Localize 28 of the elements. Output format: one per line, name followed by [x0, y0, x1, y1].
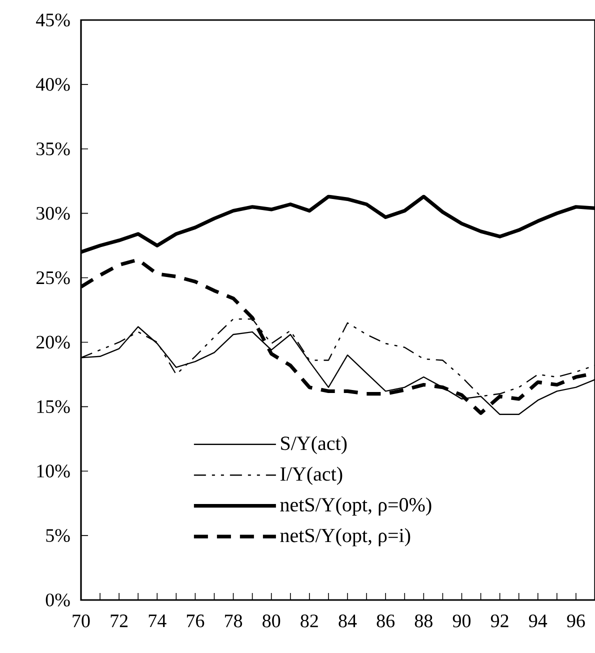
legend-label: netS/Y(opt, ρ=i) [280, 528, 410, 546]
y-tick-label: 15% [37, 400, 70, 414]
x-tick-label: 80 [262, 614, 280, 628]
x-tick-label: 74 [148, 614, 166, 628]
y-tick-label: 25% [36, 271, 70, 284]
x-tick-label: 96 [567, 614, 585, 628]
x-tick-label: 86 [376, 614, 395, 628]
x-tick-label: 78 [225, 614, 242, 628]
y-tick-label: 20% [36, 336, 70, 349]
x-tick-label: 70 [72, 614, 90, 628]
x-tick-label: 88 [414, 614, 432, 628]
y-tick-label: 10% [37, 464, 70, 478]
x-tick-label: 92 [490, 614, 508, 628]
legend-label: S/Y(act) [281, 436, 347, 454]
x-tick-label: 72 [110, 614, 128, 628]
x-tick-label: 84 [338, 614, 357, 628]
y-tick-label: 40% [36, 78, 70, 91]
y-tick-label: 5% [46, 529, 70, 542]
x-tick-label: 82 [300, 614, 318, 628]
x-tick-label: 94 [529, 614, 548, 628]
y-tick-label: 30% [36, 206, 70, 220]
y-tick-label: 45% [36, 14, 70, 26]
x-tick-label: 90 [452, 614, 471, 628]
x-tick-label: 76 [186, 614, 204, 628]
legend-label: netS/Y(opt, ρ=0%) [280, 497, 432, 516]
y-tick-label: 35% [36, 142, 70, 156]
legend-label: I/Y(act) [280, 466, 342, 485]
y-tick-label: 0% [46, 594, 70, 606]
